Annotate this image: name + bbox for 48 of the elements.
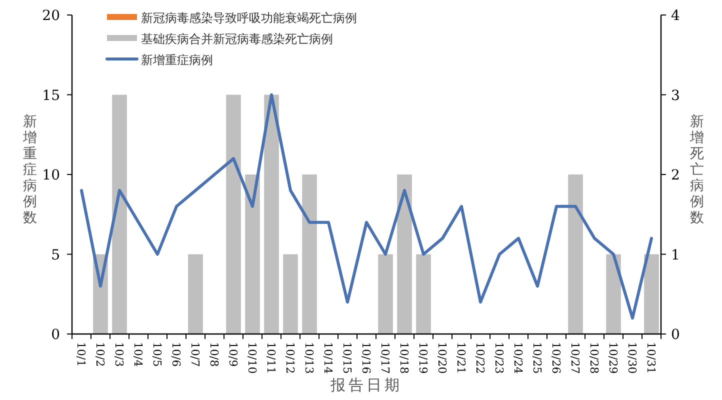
x-tick-label: 10/10 [246,342,258,374]
x-tick-label: 10/25 [530,342,544,374]
x-tick-label: 10/7 [188,342,202,367]
x-tick-label: 10/19 [416,342,430,374]
x-tick-label: 10/14 [322,342,334,374]
x-tick-label: 10/13 [302,342,316,374]
x-tick-label: 10/5 [150,342,164,367]
y2-tick-label: 0 [671,327,680,343]
x-tick-label: 10/9 [226,342,240,367]
x-axis-title: 报告日期 [330,376,402,394]
y2-axis-title: 新增死亡病例数 [689,114,704,226]
legend-label: 基础疾病合并新冠病毒感染死亡病例 [141,32,333,46]
x-tick-label: 10/28 [588,342,600,374]
x-tick-label: 10/17 [378,342,392,374]
x-tick-label: 10/1 [74,342,88,367]
x-tick-label: 10/27 [568,342,582,374]
line-series [80,93,653,320]
y2-tick-label: 3 [671,88,680,104]
x-tick-label: 10/18 [398,342,410,374]
x-tick-label: 10/23 [492,342,506,374]
x-tick-label: 10/20 [436,342,448,374]
y-tick-label: 5 [51,247,60,264]
x-tick-label: 10/4 [132,342,144,367]
legend-label: 新增重症病例 [141,53,213,67]
y2-tick-label: 2 [671,168,680,184]
y-tick-label: 15 [42,88,60,104]
y-axis-title: 新增重症病例数 [22,114,37,226]
x-tick-label: 10/11 [264,342,278,374]
y2-tick-label: 4 [671,8,680,24]
x-tick-label: 10/6 [170,342,182,367]
x-tick-label: 10/2 [94,342,106,367]
x-tick-label: 10/16 [360,342,372,374]
x-tick-label: 10/31 [644,342,658,374]
y-tick-label: 20 [42,8,60,24]
x-tick-label: 10/12 [284,342,296,374]
x-tick-label: 10/3 [112,342,126,367]
y-tick-label: 0 [51,327,60,343]
x-tick-label: 10/8 [208,342,220,367]
x-tick-label: 10/24 [512,342,524,374]
legend-label: 新冠病毒感染导致呼吸功能衰竭死亡病例 [141,11,357,25]
x-tick-label: 10/21 [454,342,468,374]
x-tick-label: 10/22 [474,342,486,374]
x-tick-label: 10/30 [626,342,638,374]
y2-tick-label: 1 [671,247,680,264]
x-tick-label: 10/26 [550,342,562,374]
x-tick-label: 10/15 [340,342,354,374]
y-tick-label: 10 [42,168,60,184]
x-tick-label: 10/29 [606,342,620,374]
